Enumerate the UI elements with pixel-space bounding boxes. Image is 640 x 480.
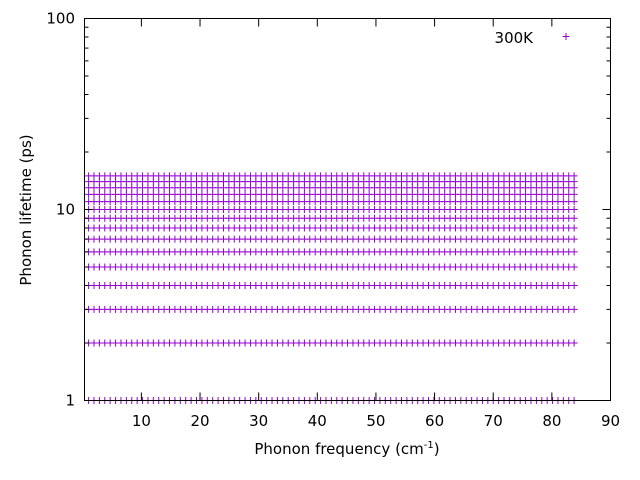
- x-tick-label: 40: [308, 412, 327, 430]
- data-point: [570, 224, 578, 232]
- data-point: [570, 339, 578, 347]
- data-point: [570, 263, 578, 271]
- data-point: [570, 248, 578, 256]
- legend-marker: [562, 33, 570, 40]
- data-point: [570, 214, 578, 222]
- data-point: [570, 206, 578, 213]
- data-points: [85, 172, 578, 404]
- x-tick-label: 30: [249, 412, 268, 430]
- y-tick-label: 10: [56, 201, 75, 219]
- legend-entry-label: 300K: [495, 29, 535, 47]
- y-axis-label: Phonon lifetime (ps): [17, 134, 35, 285]
- x-tick-label: 20: [190, 412, 209, 430]
- x-tick-label: 70: [484, 412, 503, 430]
- data-point: [570, 184, 578, 192]
- data-point: [570, 305, 578, 313]
- x-axis: 10 20 30 40 50 60 70 80 90: [132, 18, 620, 430]
- x-axis-label-main: Phonon frequency (cm: [254, 440, 423, 458]
- x-axis-label-tail: ): [434, 440, 440, 458]
- y-tick-label: 100: [46, 10, 75, 28]
- data-point: [570, 198, 578, 206]
- x-tick-label: 60: [425, 412, 444, 430]
- y-axis: 1 10 100: [46, 10, 611, 410]
- legend: 300K: [495, 29, 570, 47]
- data-point: [570, 172, 578, 180]
- x-tick-label: 80: [542, 412, 561, 430]
- data-point: [570, 235, 578, 243]
- x-axis-label-superscript: -1: [424, 440, 434, 451]
- series-points: [85, 172, 578, 404]
- x-tick-label: 90: [601, 412, 620, 430]
- x-tick-label: 10: [132, 412, 151, 430]
- x-axis-label: Phonon frequency (cm-1): [254, 440, 439, 458]
- data-point: [570, 282, 578, 290]
- y-tick-label: 1: [65, 392, 75, 410]
- data-point: [570, 190, 578, 198]
- x-tick-label: 50: [366, 412, 385, 430]
